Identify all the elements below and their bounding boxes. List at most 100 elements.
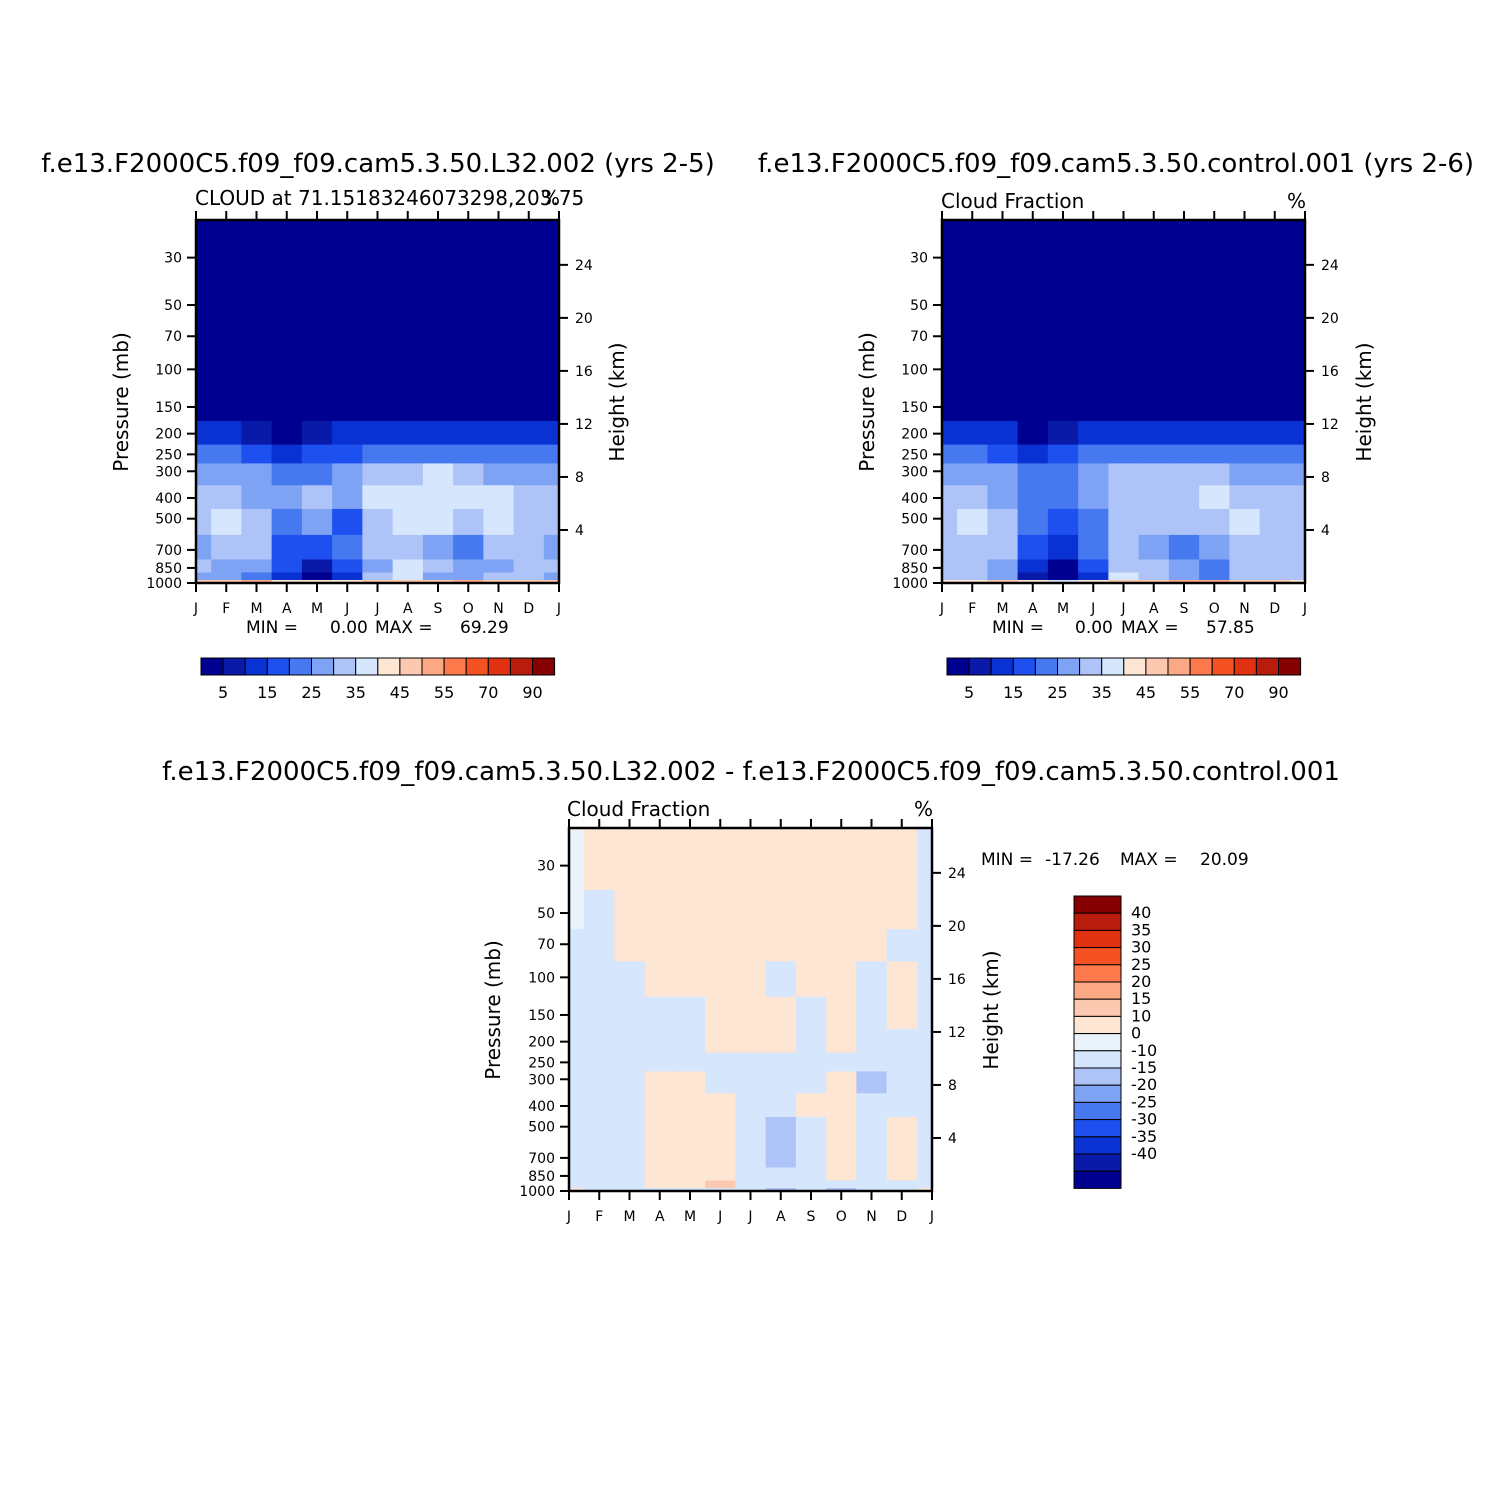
colorbar-swatch xyxy=(1073,895,1122,914)
contour-cell xyxy=(916,1116,933,1143)
contour-cell xyxy=(705,1116,736,1143)
contour-cell xyxy=(1229,571,1261,580)
pressure-tick-label: 150 xyxy=(901,400,928,416)
contour-cell xyxy=(362,534,394,560)
contour-cell xyxy=(1259,320,1291,354)
contour-cell xyxy=(735,889,767,930)
colorbar-tick-label: 15 xyxy=(1131,989,1151,1008)
contour-cell xyxy=(735,928,767,962)
contour-cell xyxy=(543,220,560,282)
contour-cell xyxy=(826,1142,857,1168)
contour-cell xyxy=(674,889,706,930)
contour-cell xyxy=(886,1142,918,1168)
month-tick-label: J xyxy=(566,1209,571,1225)
colorbar-tick-label: 5 xyxy=(218,683,228,702)
contour-cell xyxy=(483,534,515,560)
contour-cell xyxy=(1047,352,1079,389)
contour-cell xyxy=(765,1028,797,1053)
height-tick-label: 12 xyxy=(1321,417,1339,433)
colorbar-swatch xyxy=(443,657,467,676)
contour-cell xyxy=(513,281,545,322)
colorbar-swatch xyxy=(1079,657,1103,676)
pressure-tick-label: 400 xyxy=(528,1099,555,1115)
contour-cell xyxy=(422,420,454,445)
colorbar-tick-label: 45 xyxy=(390,683,410,702)
contour-cell xyxy=(1168,388,1200,421)
pressure-tick-label: 250 xyxy=(528,1055,555,1071)
contour-cell xyxy=(483,444,515,464)
contour-cell xyxy=(543,462,560,486)
contour-cell xyxy=(392,462,424,486)
contour-cell xyxy=(735,1052,767,1072)
contour-cell xyxy=(886,1092,918,1117)
contour-cell xyxy=(332,220,363,282)
contour-cell xyxy=(957,484,988,509)
month-tick-label: O xyxy=(463,601,474,617)
contour-cell xyxy=(453,558,484,573)
month-tick-label: F xyxy=(595,1209,603,1225)
contour-cell xyxy=(1108,444,1140,464)
colorbar-swatch xyxy=(1073,1101,1122,1121)
contour-cell xyxy=(271,579,303,584)
contour-cell xyxy=(1138,420,1170,445)
contour-cell xyxy=(765,996,797,1029)
contour-cell xyxy=(1078,534,1109,560)
contour-cell xyxy=(301,444,333,464)
contour-cell xyxy=(1017,534,1049,560)
contour-cell xyxy=(735,1028,767,1053)
contour-cell xyxy=(241,444,273,464)
contour-cell xyxy=(1138,220,1170,282)
contour-cell xyxy=(1199,444,1230,464)
pressure-tick-label: 100 xyxy=(901,362,928,378)
contour-cell xyxy=(362,281,394,322)
colorbar-swatch xyxy=(200,657,224,676)
contour-cell xyxy=(362,508,394,535)
colorbar-swatch xyxy=(288,657,312,676)
contour-cell xyxy=(211,420,242,445)
contour-cell xyxy=(886,1070,918,1094)
contour-cell xyxy=(674,928,706,962)
contour-cell xyxy=(211,579,242,584)
contour-cell xyxy=(957,462,988,486)
contour-cell xyxy=(271,444,303,464)
colorbar-swatch xyxy=(532,657,556,676)
contour-cell xyxy=(1229,508,1261,535)
contour-cell xyxy=(301,462,333,486)
contour-cell xyxy=(1108,352,1140,389)
pressure-tick-label: 100 xyxy=(528,970,555,986)
contour-cell xyxy=(483,281,515,322)
contour-cell xyxy=(513,320,545,354)
contour-cell xyxy=(1108,484,1140,509)
contour-cell xyxy=(987,571,1019,580)
colorbar-swatch xyxy=(946,657,970,676)
contour-cell xyxy=(1078,571,1109,580)
contour-cell xyxy=(1289,579,1306,584)
colorbar-swatch xyxy=(1057,657,1081,676)
height-tick-label: 24 xyxy=(575,258,593,274)
contour-cell xyxy=(987,444,1019,464)
contour-cell xyxy=(422,508,454,535)
contour-cell xyxy=(1259,571,1291,580)
height-tick-label: 4 xyxy=(575,523,584,539)
contour-cell xyxy=(1047,571,1079,580)
contour-cell xyxy=(886,828,918,890)
colorbar-swatch xyxy=(333,657,357,676)
month-tick-label: M xyxy=(250,601,262,617)
contour-cell xyxy=(735,996,767,1029)
contour-cell xyxy=(826,1166,857,1181)
contour-cell xyxy=(513,420,545,445)
contour-cell xyxy=(942,444,958,464)
contour-cell xyxy=(584,1070,615,1094)
colorbar-tick-label: -20 xyxy=(1131,1075,1157,1094)
contour-cell xyxy=(392,508,424,535)
contour-cell xyxy=(241,484,273,509)
colorbar-tick-label: 90 xyxy=(522,683,542,702)
colorbar-swatch xyxy=(1073,1136,1122,1155)
contour-cell xyxy=(1078,320,1109,354)
contour-cell xyxy=(1138,508,1170,535)
max-value: 69.29 xyxy=(460,618,509,638)
contour-cell xyxy=(1017,558,1049,573)
pressure-tick-label: 50 xyxy=(537,906,555,922)
contour-cell xyxy=(826,1116,857,1143)
